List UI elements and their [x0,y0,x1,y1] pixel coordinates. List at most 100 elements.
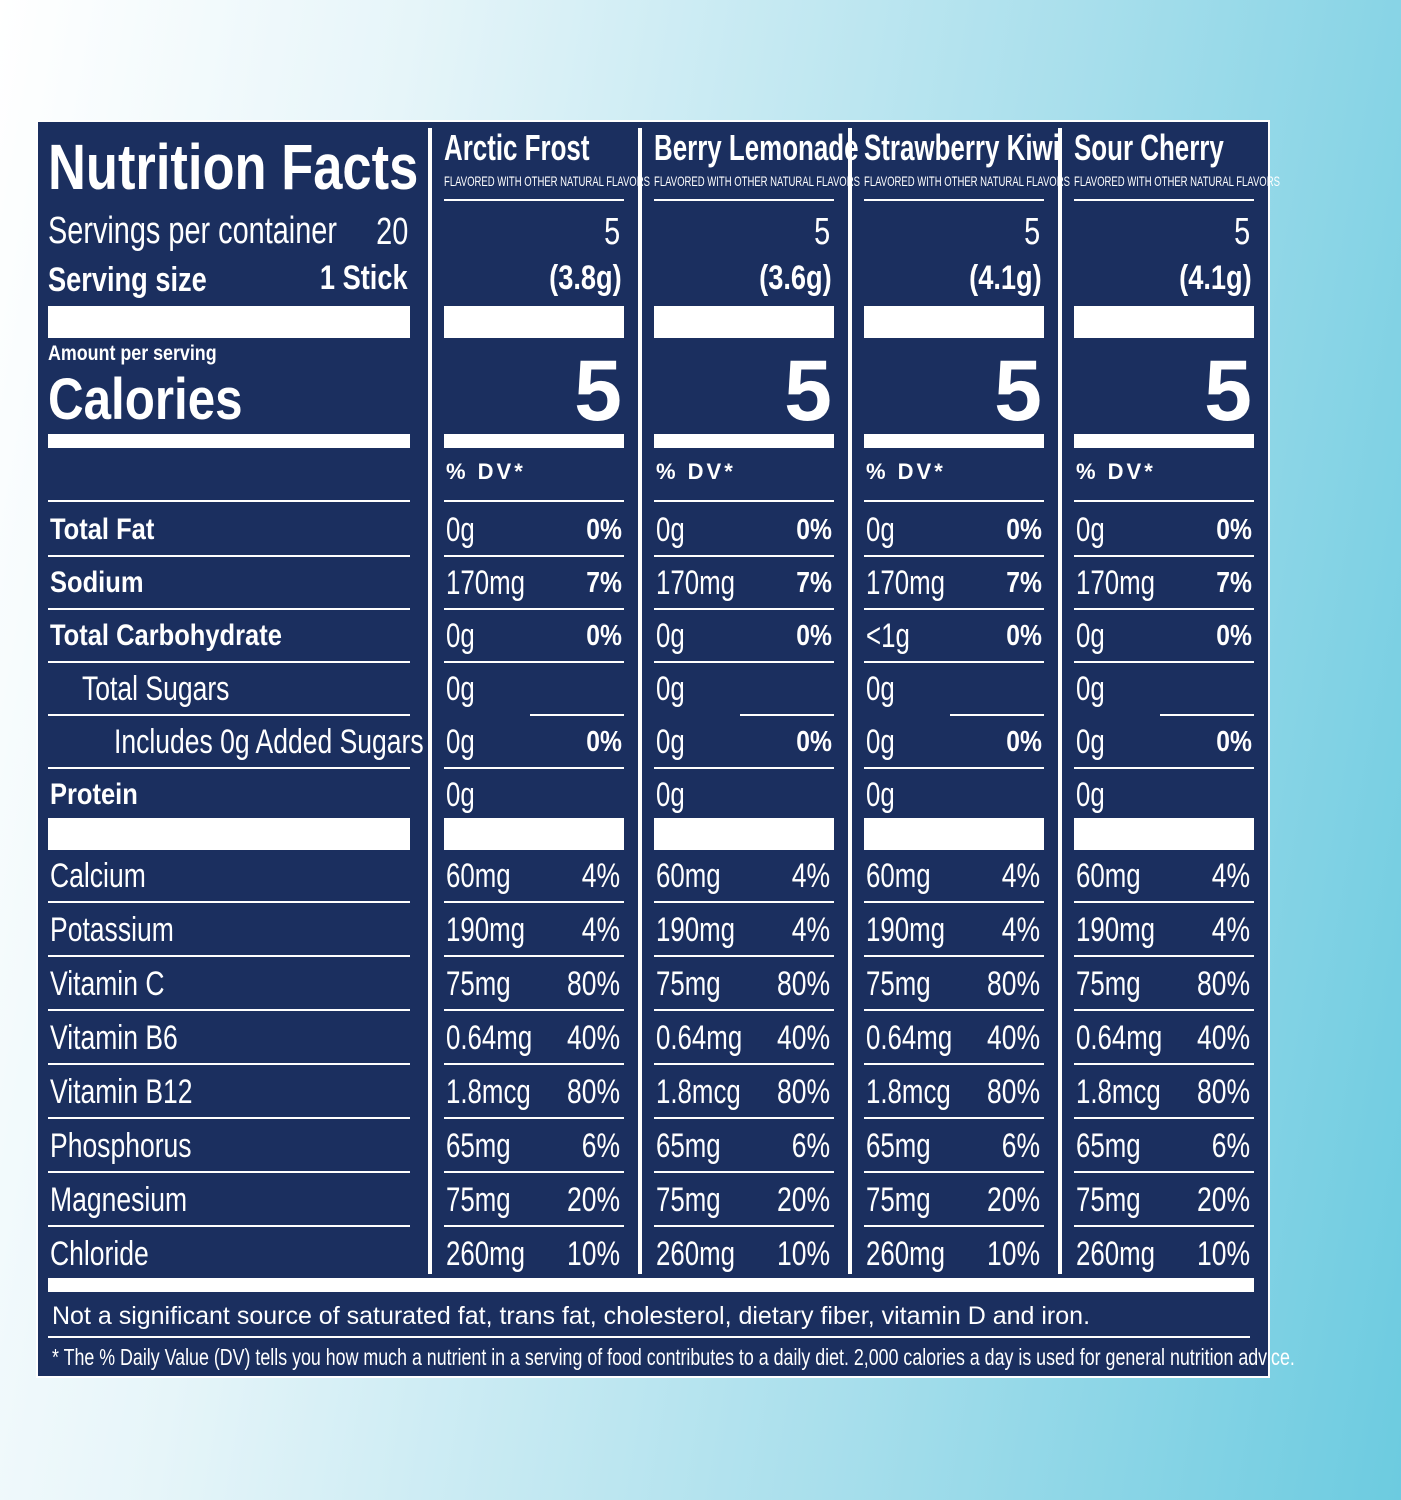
mineral-dv: 20% [776,1180,830,1219]
rule [654,608,834,610]
rule [48,661,410,663]
mineral-label: Vitamin B12 [50,1072,193,1111]
flavor-note: FLAVORED WITH OTHER NATURAL FLAVORS [1074,172,1280,189]
mineral-label: Vitamin B6 [50,1018,178,1057]
mineral-dv: 4% [791,910,830,949]
mineral-amount: 0.64mg [446,1018,533,1057]
mineral-amount: 60mg [446,856,511,895]
flavor-note: FLAVORED WITH OTHER NATURAL FLAVORS [444,172,650,189]
mineral-dv: 80% [776,964,830,1003]
rule [48,1225,410,1227]
nutrient-label: Total Fat [50,513,155,546]
rule [864,955,1044,957]
thick-bar [654,818,834,850]
dv-label: % DV* [656,458,736,484]
mineral-dv: 10% [1196,1234,1250,1273]
rule [444,901,624,903]
nutrient-label: Total Carbohydrate [50,619,282,652]
rule [444,555,624,557]
calories-label: Calories [48,367,243,433]
mineral-amount: 75mg [1076,1180,1141,1219]
rule [530,714,624,716]
nutrient-label: Includes 0g Added Sugars [114,722,424,761]
mineral-dv: 20% [566,1180,620,1219]
amount-label: Amount per serving [48,342,217,366]
flavor-note: FLAVORED WITH OTHER NATURAL FLAVORS [654,172,860,189]
mineral-label: Potassium [50,910,174,949]
flavor-name: Strawberry Kiwi [864,127,1060,169]
mineral-label: Chloride [50,1234,149,1273]
mineral-dv: 20% [1196,1180,1250,1219]
rule [654,1117,834,1119]
flavor-calories: 5 [994,343,1042,440]
nutrient-dv: 0% [1216,725,1252,758]
nutrient-amount: 0g [866,669,895,708]
dv-label: % DV* [446,458,526,484]
nutrient-amount: <1g [866,616,910,655]
thick-bar [444,818,624,850]
rule [740,714,834,716]
thick-bar [864,434,1044,448]
nutrient-amount: 0g [656,616,685,655]
nutrient-dv: 0% [1006,619,1042,652]
servings-value: 20 [375,211,408,254]
flavor-serving-size: (4.1g) [1179,258,1252,297]
nutrient-dv: 0% [1006,513,1042,546]
thick-bar [654,306,834,338]
flavor-note: FLAVORED WITH OTHER NATURAL FLAVORS [864,172,1070,189]
mineral-amount: 60mg [1076,856,1141,895]
mineral-dv: 80% [1196,964,1250,1003]
rule [1074,199,1254,201]
rule [444,661,624,663]
flavor-servings: 5 [1023,211,1040,254]
serving-size-label: Serving size [48,260,207,299]
servings-label: Servings per container [48,210,337,253]
rule [1074,608,1254,610]
column-divider [848,128,852,1274]
mineral-dv: 6% [791,1126,830,1165]
nutrient-dv: 0% [1216,513,1252,546]
mineral-amount: 75mg [866,1180,931,1219]
nutrient-dv: 0% [586,513,622,546]
nutrient-amount: 170mg [1076,563,1156,602]
mineral-amount: 260mg [656,1234,736,1273]
mineral-dv: 4% [1001,856,1040,895]
mineral-amount: 75mg [866,964,931,1003]
flavor-calories: 5 [574,343,622,440]
rule [48,1063,410,1065]
mineral-amount: 190mg [866,910,946,949]
nutrient-amount: 170mg [446,563,526,602]
rule [654,1225,834,1227]
rule [654,1063,834,1065]
rule [444,608,624,610]
rule [654,500,834,502]
thick-bar [48,434,410,448]
flavor-serving-size: (3.8g) [549,258,622,297]
mineral-amount: 1.8mcg [656,1072,741,1111]
rule [864,1117,1044,1119]
nutrient-dv: 0% [586,619,622,652]
mineral-dv: 10% [986,1234,1040,1273]
mineral-amount: 190mg [1076,910,1156,949]
mineral-amount: 75mg [656,1180,721,1219]
rule [48,901,410,903]
rule [864,500,1044,502]
mineral-amount: 65mg [866,1126,931,1165]
dv-label: % DV* [866,458,946,484]
mineral-label: Magnesium [50,1180,188,1219]
flavor-calories: 5 [784,343,832,440]
rule [864,661,1044,663]
thick-bar [1074,434,1254,448]
nutrient-label: Sodium [50,566,144,599]
mineral-amount: 75mg [446,1180,511,1219]
mineral-amount: 0.64mg [1076,1018,1163,1057]
rule [1074,1225,1254,1227]
rule [48,1117,410,1119]
rule [950,714,1044,716]
mineral-amount: 65mg [656,1126,721,1165]
rule [864,555,1044,557]
flavor-serving-size: (3.6g) [759,258,832,297]
nutrient-amount: 0g [1076,775,1105,814]
mineral-dv: 6% [581,1126,620,1165]
rule [1074,1009,1254,1011]
